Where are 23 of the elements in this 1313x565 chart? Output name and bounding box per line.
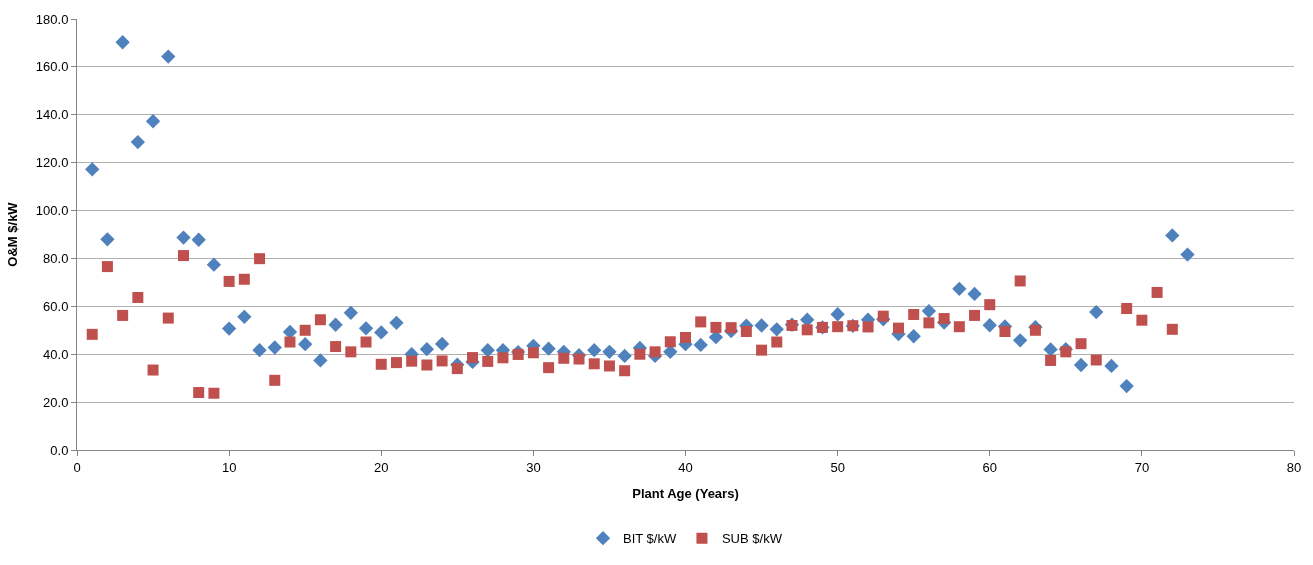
- y-tick-label: 160.0: [35, 59, 69, 75]
- x-tick-label: 0: [73, 459, 81, 475]
- y-tick-label: 100.0: [35, 203, 69, 219]
- y-tick-label: 140.0: [35, 107, 69, 123]
- x-axis-title: Plant Age (Years): [632, 486, 739, 502]
- legend-label: BIT $/kW: [623, 531, 677, 547]
- y-tick-label: 0.0: [50, 442, 69, 458]
- y-tick-label: 180.0: [35, 11, 69, 27]
- x-tick-label: 20: [374, 459, 389, 475]
- y-axis-title: O&M $/kW: [4, 201, 20, 267]
- y-tick-label: 40.0: [43, 346, 69, 362]
- y-tick-label: 80.0: [43, 250, 69, 266]
- x-tick-label: 60: [982, 459, 997, 475]
- y-tick-label: 60.0: [43, 298, 69, 314]
- x-tick-label: 70: [1134, 459, 1150, 475]
- legend-label: SUB $/kW: [721, 531, 783, 547]
- x-tick-label: 40: [678, 459, 693, 475]
- y-tick-label: 120.0: [35, 155, 69, 171]
- y-tick-label: 20.0: [43, 394, 69, 410]
- x-tick-label: 30: [526, 459, 541, 475]
- x-tick-label: 80: [1286, 459, 1302, 475]
- x-tick-label: 50: [830, 459, 845, 475]
- x-tick-label: 10: [221, 459, 237, 475]
